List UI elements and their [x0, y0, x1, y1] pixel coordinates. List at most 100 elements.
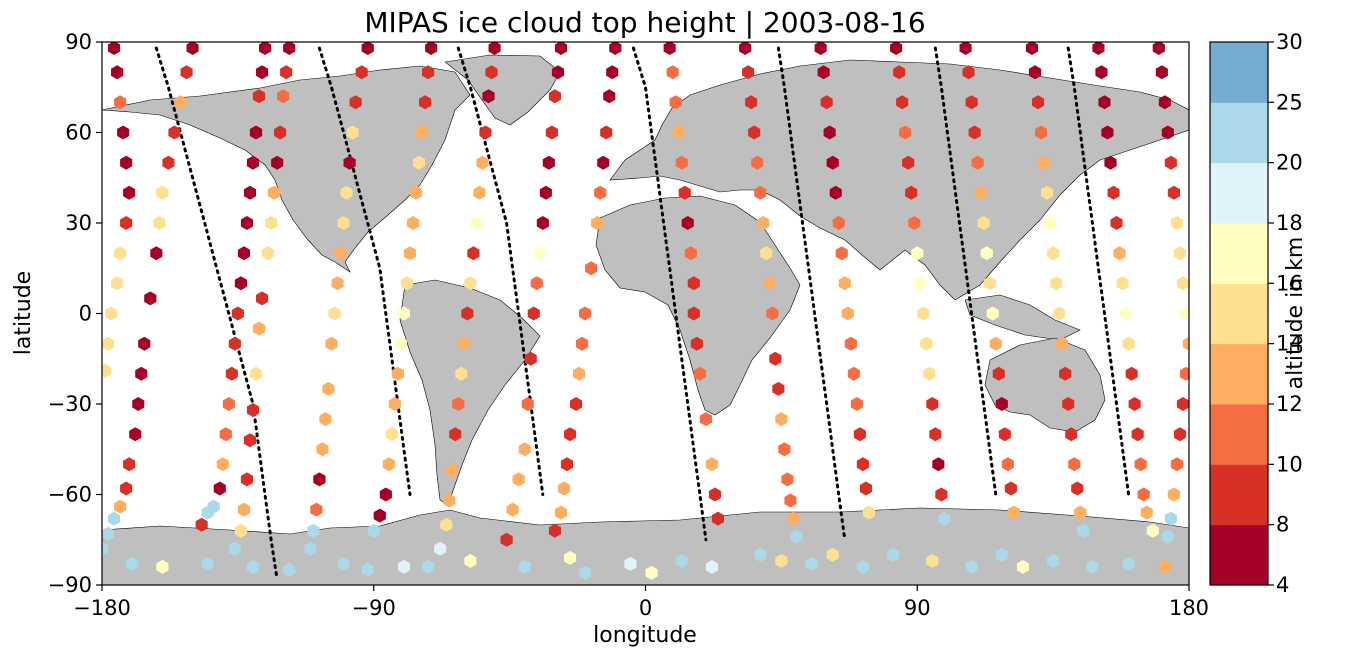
cloud-top-marker [243, 185, 256, 200]
cloud-top-marker [1170, 216, 1183, 230]
cloud-top-marker [576, 336, 589, 351]
cloud-top-marker [1155, 65, 1168, 80]
cloud-top-marker [322, 381, 335, 396]
cloud-top-marker [256, 291, 269, 306]
colorbar-tick-label: 20 [1276, 151, 1303, 175]
cloud-top-marker [754, 547, 767, 562]
cloud-top-marker [222, 397, 235, 411]
cloud-top-marker [554, 42, 567, 55]
cloud-top-marker [645, 565, 658, 580]
cloud-top-marker [1107, 185, 1120, 200]
cloud-top-marker [419, 95, 432, 110]
cloud-top-marker [841, 306, 854, 321]
colorbar-tick-label: 4 [1276, 573, 1289, 597]
cloud-top-marker [1038, 155, 1051, 170]
cloud-top-marker [449, 427, 462, 442]
cloud-top-marker [772, 381, 785, 396]
cloud-top-marker [893, 65, 906, 80]
cloud-top-marker [237, 502, 250, 517]
cloud-top-marker [168, 125, 181, 140]
cloud-top-marker [917, 306, 930, 321]
cloud-top-marker [539, 185, 552, 200]
no-cloud-track-lines [154, 46, 1131, 581]
cloud-top-marker [201, 505, 214, 520]
cloud-top-marker [174, 95, 187, 110]
cloud-top-marker [150, 246, 163, 261]
cloud-top-marker [102, 336, 115, 351]
colorbar-tick-label: 12 [1276, 392, 1303, 416]
cloud-top-marker [476, 155, 489, 170]
cloud-top-marker [899, 125, 912, 140]
cloud-top-marker [277, 89, 290, 104]
cloud-top-marker [379, 487, 392, 502]
cloud-top-marker [461, 306, 474, 321]
cloud-top-marker [283, 42, 296, 55]
cloud-top-marker [902, 155, 915, 170]
cloud-top-marker [579, 306, 592, 321]
cloud-top-marker [814, 42, 827, 55]
cloud-top-marker [1062, 397, 1075, 411]
cloud-top-marker [343, 155, 356, 170]
cloud-top-marker [663, 42, 676, 55]
cloud-top-marker [1104, 155, 1117, 170]
cloud-top-marker [1016, 559, 1029, 574]
cloud-top-marker [1077, 523, 1090, 538]
cloud-top-marker [518, 442, 531, 457]
cloud-top-marker [551, 65, 564, 80]
cloud-top-marker [1176, 276, 1189, 291]
colorbar-frame [1209, 41, 1269, 586]
cloud-top-marker [832, 216, 845, 230]
cloud-top-marker [591, 216, 604, 230]
colorbar: 4 8 10 12 14 16 18 20 25 30 [1209, 30, 1303, 597]
cloud-top-marker [527, 306, 540, 321]
cloud-top-marker [512, 472, 525, 487]
cloud-top-marker [554, 505, 567, 520]
cloud-top-marker [573, 366, 586, 381]
colorbar-tick-label: 30 [1276, 30, 1303, 54]
cloud-top-marker [564, 427, 577, 442]
cloud-top-marker [606, 65, 619, 80]
cloud-top-marker [1122, 556, 1135, 571]
cloud-top-marker [920, 336, 933, 351]
cloud-top-marker [114, 246, 127, 261]
plot-area [101, 41, 1190, 586]
cloud-top-marker [506, 502, 519, 517]
y-tick-label: −30 [48, 392, 92, 416]
cloud-top-marker [458, 336, 471, 351]
cloud-top-marker [1004, 481, 1017, 496]
cloud-top-marker [603, 89, 616, 104]
cloud-top-marker [361, 562, 374, 577]
cloud-top-marker [751, 155, 764, 170]
cloud-top-marker [1032, 95, 1045, 110]
no-cloud-track [317, 46, 412, 496]
cloud-top-marker [416, 125, 429, 140]
cloud-top-marker [518, 559, 531, 574]
cloud-top-marker [1140, 505, 1153, 520]
cloud-top-marker [240, 472, 253, 487]
cloud-top-markers [102, 42, 1189, 580]
cloud-top-marker [482, 89, 495, 104]
cloud-top-marker [748, 125, 761, 140]
cloud-top-marker [201, 556, 214, 571]
cloud-top-marker [850, 397, 863, 411]
cloud-top-marker [440, 517, 453, 532]
cloud-top-marker [763, 276, 776, 291]
cloud-top-marker [1122, 336, 1135, 351]
cloud-top-marker [669, 95, 682, 110]
cloud-top-marker [413, 155, 426, 170]
landmass-africa [595, 195, 801, 416]
cloud-top-marker [1173, 427, 1186, 442]
cloud-top-marker [391, 366, 404, 381]
colorbar-band [1210, 343, 1268, 405]
cloud-top-marker [346, 125, 359, 140]
cloud-top-marker [564, 550, 577, 565]
cloud-top-marker [826, 155, 839, 170]
cloud-top-marker [129, 427, 142, 442]
cloud-top-marker [307, 523, 320, 538]
y-axis-label: latitude [11, 271, 36, 355]
x-tick-label: 0 [639, 596, 652, 620]
cloud-top-marker [246, 155, 259, 170]
cloud-top-marker [234, 276, 247, 291]
colorbar-label: altitude in km [1283, 237, 1308, 390]
